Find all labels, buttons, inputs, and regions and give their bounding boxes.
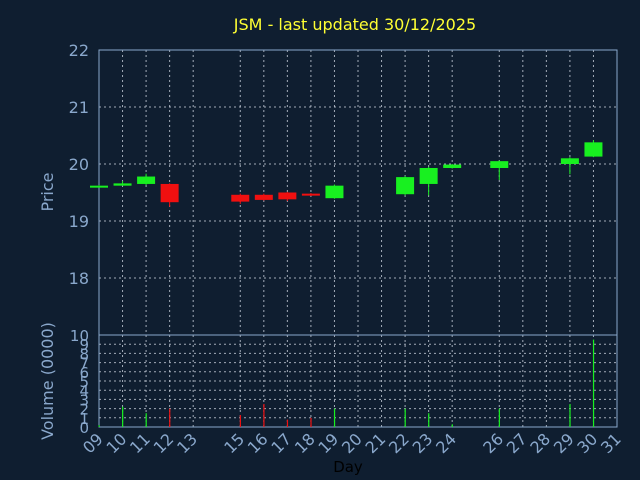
volume-bar xyxy=(569,404,571,427)
candle-body xyxy=(231,194,250,202)
y-tick-label: 0 xyxy=(79,419,89,437)
volume-bar xyxy=(333,408,336,427)
candle-body xyxy=(443,164,462,168)
volume-axis-label: Volume (0000) xyxy=(38,322,57,440)
y-tick-label: 6 xyxy=(79,364,89,382)
y-tick-label: 3 xyxy=(79,391,89,409)
volume-bar xyxy=(122,406,124,427)
volume-bar xyxy=(310,417,312,427)
y-tick-label: 1 xyxy=(79,410,89,428)
volume-bar xyxy=(169,408,171,427)
candle-body xyxy=(254,194,273,200)
y-tick-label: 21 xyxy=(69,98,89,117)
volume-bar xyxy=(404,408,406,427)
y-tick-label: 8 xyxy=(79,345,89,363)
chart-title: JSM - last updated 30/12/2025 xyxy=(233,15,476,34)
y-tick-label: 9 xyxy=(79,336,89,354)
y-tick-label: 2 xyxy=(79,401,89,419)
candle-body xyxy=(278,192,297,200)
candle-body xyxy=(490,161,509,168)
candle-body xyxy=(396,177,415,195)
volume-bar xyxy=(145,413,147,427)
candle-body xyxy=(560,158,579,164)
volume-bar xyxy=(263,404,265,427)
candle-body xyxy=(325,185,344,199)
volume-bar xyxy=(592,339,595,427)
volume-bar xyxy=(98,425,100,427)
plot-frame xyxy=(98,334,618,428)
y-tick-label: 22 xyxy=(69,41,89,60)
candle-body xyxy=(301,193,320,196)
y-tick-label: 18 xyxy=(69,269,89,288)
candle-body xyxy=(160,183,179,203)
y-tick-label: 10 xyxy=(70,327,89,345)
candle-body xyxy=(113,183,132,186)
y-tick-label: 7 xyxy=(79,355,89,373)
candle-body xyxy=(90,185,108,188)
candle-body xyxy=(137,176,156,184)
volume-bar xyxy=(451,424,453,427)
volume-bar xyxy=(239,415,241,427)
candle-body xyxy=(419,167,438,184)
volume-bar xyxy=(498,408,500,427)
x-axis-label: Day xyxy=(333,458,363,476)
y-tick-label: 20 xyxy=(69,155,89,174)
y-tick-label: 5 xyxy=(79,373,89,391)
y-axis-label: Price xyxy=(38,172,57,211)
candle-body xyxy=(584,142,603,157)
y-tick-label: 4 xyxy=(79,382,89,400)
volume-bar xyxy=(286,419,289,427)
volume-bar xyxy=(428,413,430,427)
y-tick-label: 19 xyxy=(69,212,89,231)
